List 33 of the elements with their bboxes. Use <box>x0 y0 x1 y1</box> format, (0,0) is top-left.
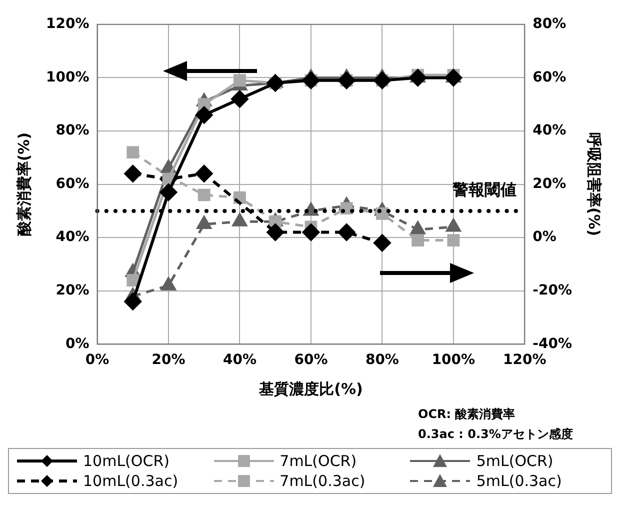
legend-label: 7mL(OCR) <box>280 452 357 470</box>
legend-label: 10mL(OCR) <box>83 452 170 470</box>
y2-tick-label: -20% <box>532 282 572 299</box>
y-tick-label: 60% <box>56 176 90 192</box>
x-axis-title: 基質濃度比(%) <box>258 380 363 398</box>
y-tick-label: 40% <box>56 229 90 246</box>
y2-tick-label: 40% <box>532 122 566 139</box>
text: 0.3ac : 0.3%アセトン感度 <box>418 426 573 443</box>
y-tick-label: 100% <box>46 69 90 86</box>
legend-label: 10mL(0.3ac) <box>83 472 178 490</box>
legend-label: 5mL(0.3ac) <box>476 472 562 490</box>
y2-tick-label: 60% <box>532 69 566 86</box>
y-tick-label: 80% <box>56 122 90 139</box>
text: OCR: 酸素消費率 <box>418 406 516 423</box>
y2-axis-title: 呼吸阻害率(%) <box>585 132 604 236</box>
y2-tick-label: 80% <box>532 16 566 32</box>
legend-label: 5mL(OCR) <box>476 452 554 470</box>
legend-label: 7mL(0.3ac) <box>280 472 366 490</box>
y-tick-label: 120% <box>46 16 90 32</box>
y-tick-label: 0% <box>65 336 90 352</box>
y2-tick-label: 0% <box>532 229 556 246</box>
x-tick-label: 100% <box>432 352 476 368</box>
y2-tick-label: 20% <box>532 176 566 192</box>
x-tick-label: 0% <box>85 352 110 368</box>
x-tick-label: 120% <box>503 352 546 368</box>
x-tick-label: 20% <box>152 352 186 368</box>
y2-tick-label: -40% <box>532 336 572 352</box>
y-tick-label: 20% <box>56 282 90 299</box>
x-tick-label: 80% <box>365 352 399 368</box>
y-axis-title: 酸素消費率(%) <box>14 132 33 236</box>
x-tick-label: 60% <box>294 352 328 368</box>
ref-line-label: 警報閾値 <box>452 180 517 200</box>
x-tick-label: 40% <box>222 352 256 368</box>
